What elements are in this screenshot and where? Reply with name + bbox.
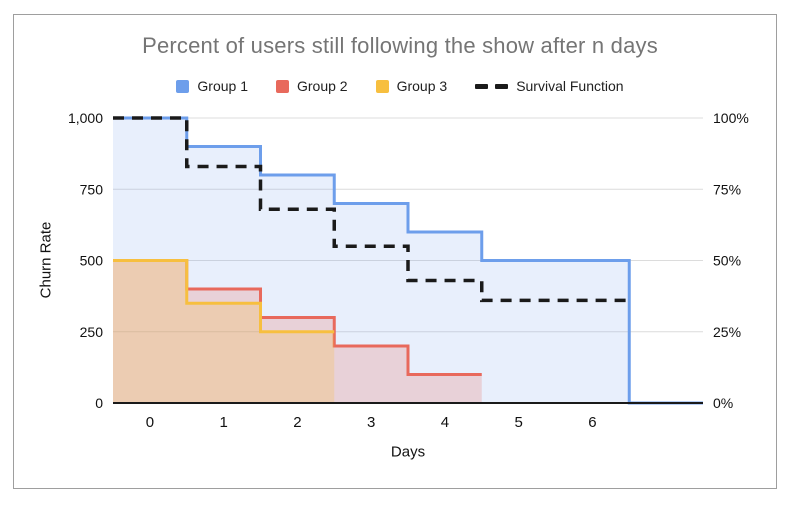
series-group-1-line bbox=[113, 116, 703, 405]
series-survival-function-line bbox=[113, 116, 630, 303]
legend-item-label: Group 3 bbox=[396, 78, 448, 94]
left-axis-tick-label: 250 bbox=[80, 324, 104, 340]
legend-item-group-3[interactable]: Group 3 bbox=[375, 78, 448, 94]
x-axis-tick-label: 1 bbox=[219, 414, 227, 431]
legend-item-label: Survival Function bbox=[516, 78, 624, 94]
right-axis-tick-label: 0% bbox=[713, 395, 733, 411]
x-axis-title: Days bbox=[390, 443, 426, 461]
x-axis-tick-label: 5 bbox=[514, 414, 522, 431]
right-axis-tick-label: 75% bbox=[713, 181, 741, 197]
legend-item-label: Group 2 bbox=[297, 78, 348, 94]
left-axis-tick-label: 750 bbox=[80, 181, 104, 197]
x-axis-tick-label: 2 bbox=[293, 414, 301, 431]
x-axis-tick-label: 3 bbox=[367, 414, 375, 431]
chart-card bbox=[13, 14, 777, 489]
series-group-3-area bbox=[113, 260, 335, 403]
left-axis-tick-label: 500 bbox=[80, 253, 104, 269]
series-group-3-line bbox=[113, 259, 335, 334]
right-axis-tick-label: 100% bbox=[713, 110, 749, 126]
legend-item-group-2[interactable]: Group 2 bbox=[276, 78, 348, 94]
x-axis-tick-label: 0 bbox=[146, 414, 154, 431]
legend-item-survival-function[interactable]: Survival Function bbox=[475, 78, 624, 94]
group-2-swatch-icon bbox=[276, 79, 289, 93]
x-axis-tick-label: 4 bbox=[441, 414, 449, 431]
group-3-swatch-icon bbox=[375, 79, 389, 93]
group-1-swatch-icon bbox=[176, 79, 190, 93]
legend-item-label: Group 1 bbox=[197, 78, 248, 94]
chart-legend: Group 1 Group 2 Group 3 Survival Functio… bbox=[0, 78, 800, 94]
right-axis-tick-label: 25% bbox=[713, 324, 741, 340]
left-axis-tick-label: 1,000 bbox=[68, 110, 103, 126]
right-axis-tick-label: 50% bbox=[713, 253, 741, 269]
chart-title: Percent of users still following the sho… bbox=[142, 33, 658, 58]
survival-dash-icon bbox=[475, 83, 509, 89]
x-axis-tick-label: 6 bbox=[588, 414, 596, 431]
y-axis-title: Churn Rate bbox=[37, 221, 55, 299]
left-axis-tick-label: 0 bbox=[95, 395, 103, 411]
legend-item-group-1[interactable]: Group 1 bbox=[176, 78, 248, 94]
